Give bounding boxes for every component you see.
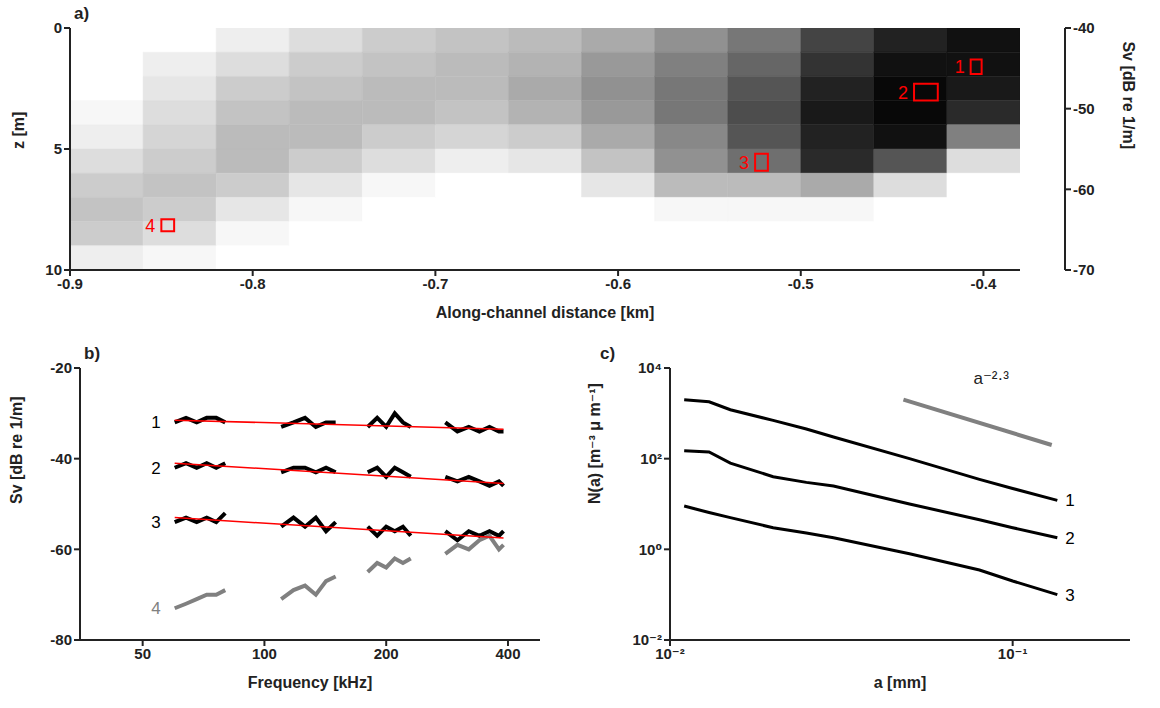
svg-text:2: 2 [898,83,908,103]
svg-text:-20: -20 [50,359,72,376]
svg-text:10⁻²: 10⁻² [632,631,662,648]
svg-text:-0.7: -0.7 [422,275,448,292]
svg-text:-80: -80 [50,631,72,648]
svg-text:1: 1 [151,413,160,432]
svg-text:100: 100 [252,645,277,662]
svg-text:-0.8: -0.8 [240,275,266,292]
svg-text:1: 1 [1065,491,1074,510]
svg-text:Sv [dB re 1/m]: Sv [dB re 1/m] [1120,41,1137,149]
svg-text:a [mm]: a [mm] [874,674,926,691]
svg-text:-0.9: -0.9 [57,274,83,292]
svg-text:-70: -70 [1073,261,1095,278]
html-text:c): c) [600,344,616,363]
svg-text:10²: 10² [640,450,662,467]
svg-text:10: 10 [45,261,62,278]
svg-text:3: 3 [1065,586,1074,605]
svg-text:200: 200 [374,645,399,662]
svg-text:4: 4 [145,216,155,236]
html-text:a): a) [74,4,90,23]
svg-text:Frequency [kHz]: Frequency [kHz] [248,674,372,691]
svg-text:10⁰: 10⁰ [639,541,662,558]
svg-text:3: 3 [739,153,749,173]
svg-text:-60: -60 [50,541,72,558]
svg-text:1: 1 [955,57,965,77]
svg-text:10⁻²: 10⁻² [655,644,685,662]
svg-text:0: 0 [54,19,62,36]
svg-text:Sv [dB re 1/m]: Sv [dB re 1/m] [8,396,25,504]
svg-text:-60: -60 [1073,181,1095,198]
svg-text:Along-channel distance [km]: Along-channel distance [km] [436,304,655,321]
svg-text:-50: -50 [1073,100,1095,117]
svg-text:-0.4: -0.4 [971,275,998,292]
svg-text:2: 2 [151,459,160,478]
svg-text:-0.6: -0.6 [605,275,631,292]
svg-text:a⁻²·³: a⁻²·³ [973,369,1009,388]
svg-text:2: 2 [1065,529,1074,548]
svg-text:z [m]: z [m] [10,112,27,149]
svg-text:50: 50 [134,645,151,662]
svg-text:10⁻¹: 10⁻¹ [998,645,1028,662]
svg-text:10⁴: 10⁴ [638,359,662,376]
svg-text:5: 5 [54,140,62,157]
svg-text:400: 400 [495,645,520,662]
svg-text:-0.5: -0.5 [788,275,814,292]
svg-text:4: 4 [151,599,160,618]
html-text:b): b) [84,344,100,363]
svg-text:3: 3 [151,513,160,532]
svg-text:-40: -40 [1073,19,1095,36]
svg-text:N(a) [m⁻³ μ m⁻¹]: N(a) [m⁻³ μ m⁻¹] [586,383,603,504]
svg-text:-40: -40 [50,450,72,467]
